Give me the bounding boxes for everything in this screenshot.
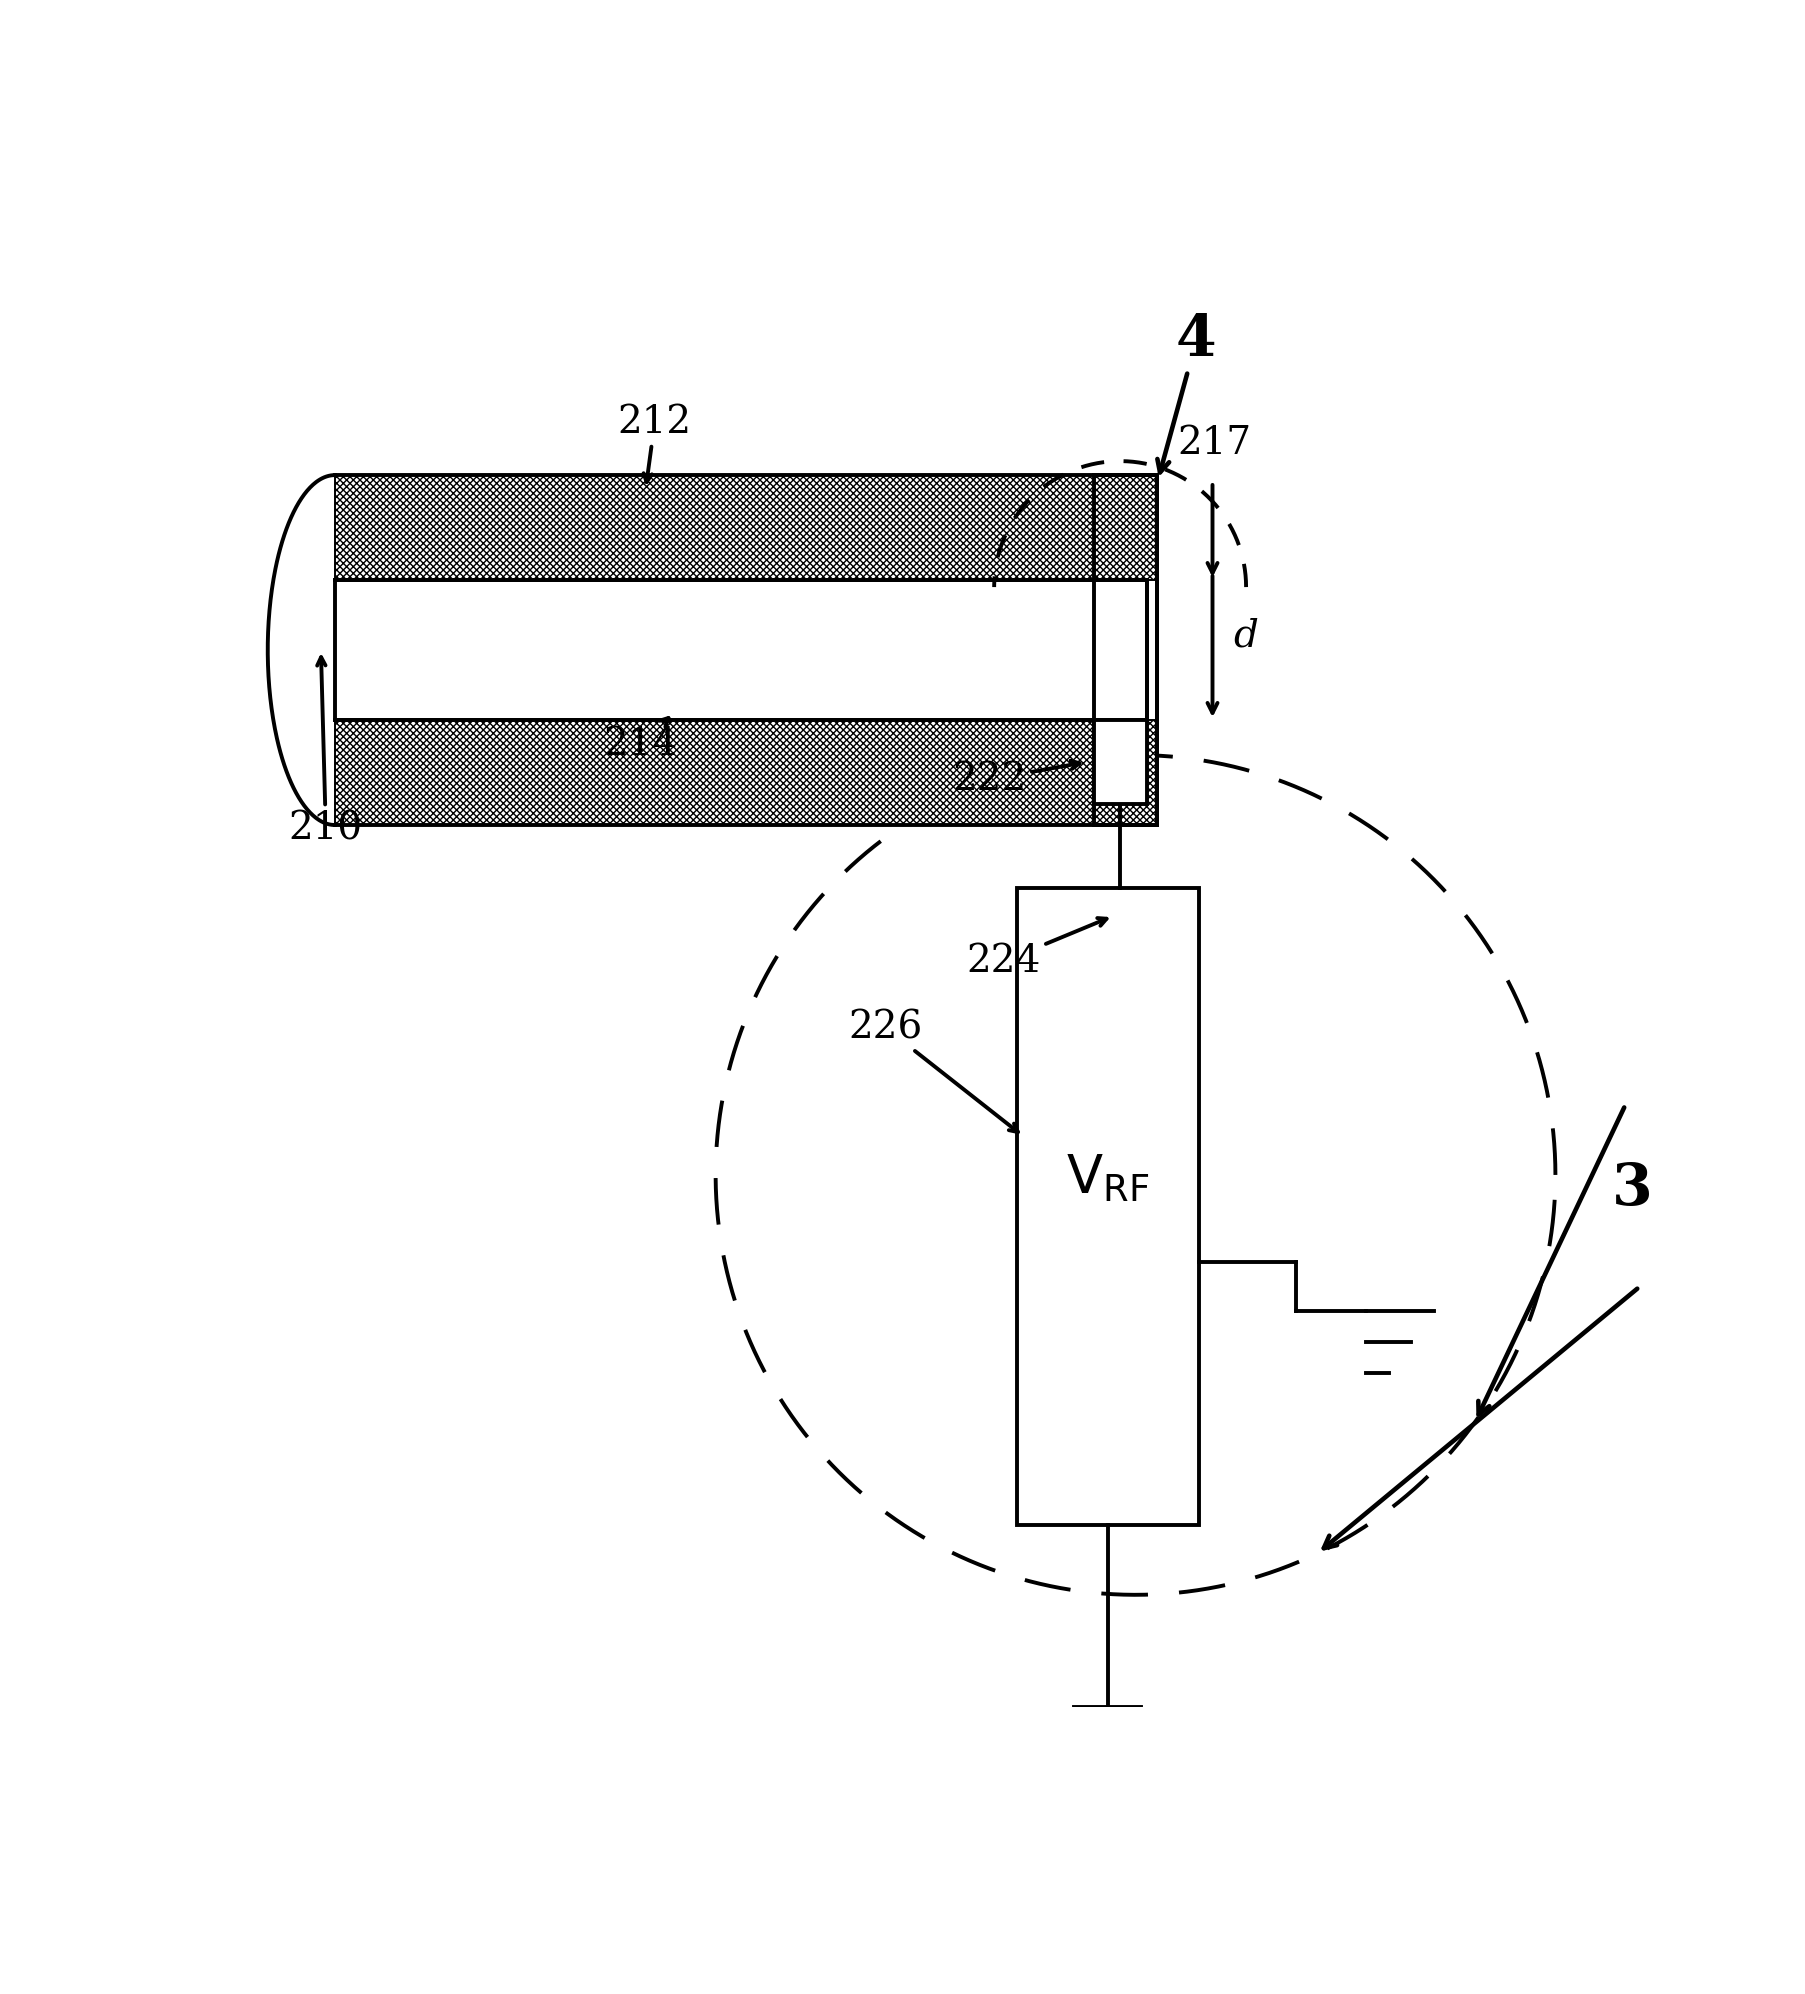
Bar	[1016, 887, 1199, 1525]
Text: 210: 210	[289, 658, 363, 847]
Polygon shape	[334, 720, 1094, 826]
Text: $\mathsf{V}_{\mathsf{RF}}$: $\mathsf{V}_{\mathsf{RF}}$	[1065, 1153, 1148, 1204]
Text: 224: 224	[966, 917, 1106, 979]
Text: 226: 226	[848, 1009, 1018, 1133]
Polygon shape	[334, 580, 1094, 720]
Polygon shape	[1094, 720, 1155, 826]
Polygon shape	[1094, 475, 1155, 580]
Text: 3: 3	[1610, 1161, 1652, 1216]
Text: 222: 222	[951, 760, 1079, 798]
Polygon shape	[334, 475, 1094, 580]
Bar	[1094, 720, 1146, 804]
Text: d: d	[1233, 618, 1258, 654]
Text: 4: 4	[1157, 313, 1217, 473]
Text: 214: 214	[603, 718, 677, 764]
Text: 212: 212	[617, 405, 691, 483]
Text: 217: 217	[1177, 425, 1251, 463]
